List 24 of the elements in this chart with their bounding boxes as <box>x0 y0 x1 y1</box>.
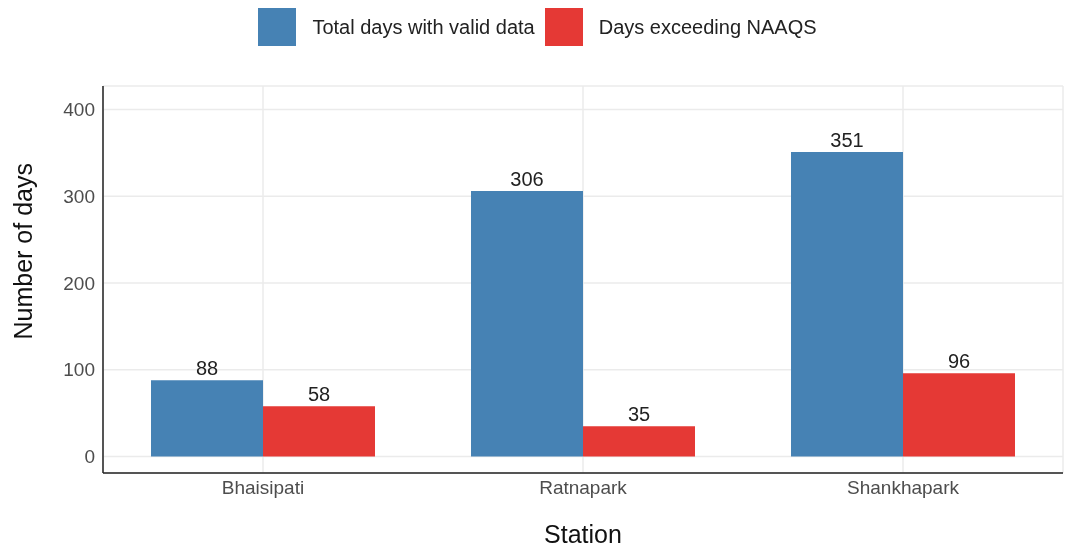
bar <box>903 373 1015 457</box>
x-tick-label: Bhaisipati <box>221 477 305 499</box>
bar <box>583 426 695 457</box>
data-label: 35 <box>627 403 651 426</box>
data-label: 88 <box>195 357 219 380</box>
bar <box>791 151 903 457</box>
legend-label: Days exceeding NAAQS <box>598 15 817 39</box>
x-axis-title: Station <box>544 520 622 548</box>
data-label: 96 <box>947 350 971 373</box>
x-tick-label: Shankhapark <box>847 477 960 499</box>
y-tick-label: 200 <box>63 272 95 294</box>
data-label: 351 <box>830 128 864 151</box>
bar <box>151 380 263 457</box>
y-tick-label: 300 <box>63 185 95 207</box>
bar <box>471 190 583 457</box>
y-axis-title: Number of days <box>8 163 37 340</box>
bar <box>263 406 375 457</box>
y-tick-label: 400 <box>63 99 95 121</box>
legend-label: Total days with valid data <box>312 15 535 39</box>
y-tick-label: 100 <box>63 359 95 381</box>
data-label: 58 <box>307 383 331 406</box>
data-label: 306 <box>510 167 544 190</box>
x-tick-label: Ratnapark <box>539 477 628 499</box>
y-tick-label: 0 <box>84 446 95 468</box>
